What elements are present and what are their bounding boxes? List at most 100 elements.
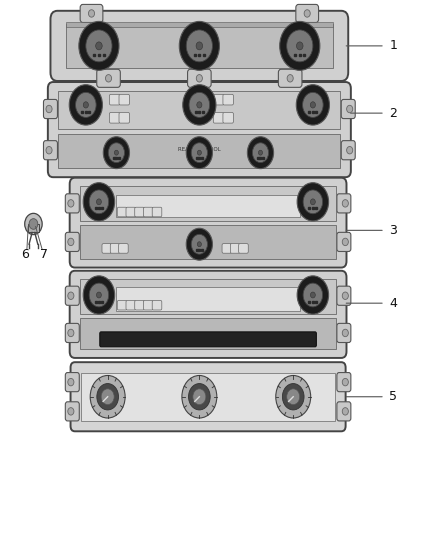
Circle shape [68,200,74,207]
Circle shape [198,150,201,155]
Circle shape [101,389,114,405]
FancyBboxPatch shape [70,177,346,268]
Circle shape [191,235,208,254]
FancyBboxPatch shape [50,11,348,81]
Text: 2: 2 [389,107,397,119]
Circle shape [342,408,348,415]
Circle shape [196,42,203,50]
Circle shape [252,143,268,163]
Circle shape [346,147,353,154]
Circle shape [287,30,313,62]
Text: 4: 4 [389,297,397,310]
Circle shape [186,228,212,260]
Bar [58,91,340,128]
Circle shape [29,219,38,229]
Bar [80,186,336,221]
Bar [66,23,332,68]
Circle shape [342,238,348,246]
Circle shape [188,384,210,410]
Circle shape [303,190,323,214]
FancyBboxPatch shape [341,141,355,160]
Circle shape [108,143,124,163]
Circle shape [311,199,315,205]
FancyBboxPatch shape [65,286,79,305]
Circle shape [182,375,217,418]
FancyBboxPatch shape [144,301,153,310]
FancyBboxPatch shape [144,207,153,217]
FancyBboxPatch shape [341,100,355,118]
Circle shape [304,10,310,17]
FancyBboxPatch shape [65,324,79,343]
Circle shape [310,102,315,108]
Text: 6: 6 [21,248,28,261]
FancyBboxPatch shape [110,112,120,123]
FancyBboxPatch shape [117,301,127,310]
FancyBboxPatch shape [152,301,162,310]
Circle shape [88,10,95,17]
FancyBboxPatch shape [119,244,128,253]
Circle shape [283,384,304,410]
Circle shape [97,384,119,410]
Circle shape [46,147,52,154]
FancyBboxPatch shape [337,402,351,421]
Circle shape [25,213,42,235]
Circle shape [186,137,212,168]
Circle shape [296,85,329,125]
Circle shape [287,389,300,405]
Circle shape [83,102,88,108]
Circle shape [114,150,118,155]
Text: REAR CONTROL: REAR CONTROL [178,147,221,151]
Circle shape [69,85,102,125]
Text: 1: 1 [389,39,397,52]
FancyBboxPatch shape [65,373,79,392]
Circle shape [89,190,109,214]
Circle shape [68,408,74,415]
Circle shape [106,75,112,82]
Circle shape [197,102,202,108]
Circle shape [68,329,74,337]
FancyBboxPatch shape [48,82,351,177]
Bar [117,195,300,217]
FancyBboxPatch shape [239,244,248,253]
Circle shape [68,292,74,300]
FancyBboxPatch shape [65,194,79,213]
Text: 7: 7 [40,248,48,261]
FancyBboxPatch shape [119,94,130,105]
Circle shape [342,292,348,300]
Circle shape [86,30,112,62]
FancyBboxPatch shape [222,244,232,253]
Circle shape [287,75,293,82]
Circle shape [311,292,315,298]
FancyBboxPatch shape [337,324,351,343]
FancyBboxPatch shape [279,69,302,87]
FancyBboxPatch shape [65,402,79,421]
FancyBboxPatch shape [126,207,136,217]
Bar [58,134,340,168]
Bar [66,22,332,27]
Bar [80,318,336,350]
FancyBboxPatch shape [337,286,351,305]
Bar [80,225,336,259]
FancyBboxPatch shape [119,112,130,123]
Bar [117,287,300,311]
Circle shape [297,183,328,221]
FancyBboxPatch shape [223,94,233,105]
Circle shape [83,276,115,314]
Circle shape [96,292,101,298]
Circle shape [191,143,208,163]
FancyBboxPatch shape [213,112,224,123]
FancyBboxPatch shape [337,194,351,213]
Circle shape [95,42,102,50]
Circle shape [342,329,348,337]
Circle shape [193,389,206,405]
FancyBboxPatch shape [296,4,318,22]
Circle shape [297,276,328,314]
FancyBboxPatch shape [187,69,211,87]
Circle shape [90,375,125,418]
FancyBboxPatch shape [71,362,346,431]
Circle shape [196,75,202,82]
FancyBboxPatch shape [230,244,240,253]
Circle shape [303,92,323,117]
Bar [80,279,336,314]
FancyBboxPatch shape [117,207,127,217]
